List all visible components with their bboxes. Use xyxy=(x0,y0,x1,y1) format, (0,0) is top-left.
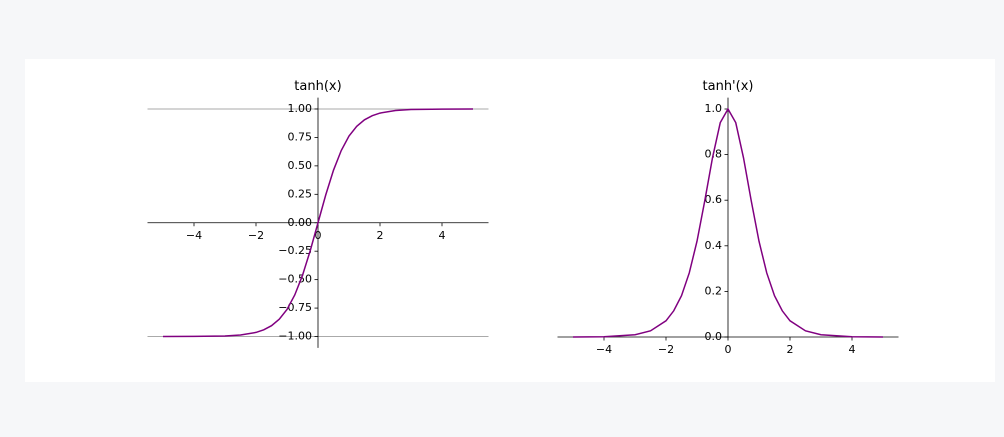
y-tick-label: 1.0 xyxy=(705,102,723,115)
x-tick-label: −2 xyxy=(658,343,674,356)
y-tick-label: 1.00 xyxy=(288,102,313,115)
y-tick-label: −0.25 xyxy=(278,244,312,257)
y-tick-label: 0.6 xyxy=(705,193,723,206)
x-tick-label: 2 xyxy=(377,229,384,242)
y-tick-label: 0.50 xyxy=(288,159,313,172)
x-tick-label: 4 xyxy=(849,343,856,356)
y-tick-label: 0.0 xyxy=(705,330,723,343)
y-tick-label: 0.4 xyxy=(705,239,723,252)
line xyxy=(162,108,474,338)
chart-title: tanh(x) xyxy=(294,79,341,94)
y-tick-label: −0.75 xyxy=(278,301,312,314)
x-tick-label: 0 xyxy=(315,229,322,242)
line xyxy=(572,107,884,338)
y-tick-label: 0.75 xyxy=(288,130,313,143)
panel xyxy=(25,59,995,382)
y-tick-label: 0.25 xyxy=(288,187,313,200)
y-tick-label: −0.50 xyxy=(278,273,312,286)
x-tick-label: −2 xyxy=(248,229,264,242)
x-tick-label: 4 xyxy=(439,229,446,242)
y-tick-label: 0.00 xyxy=(288,216,313,229)
y-tick-label: −1.00 xyxy=(278,330,312,343)
chart-title: tanh'(x) xyxy=(703,79,754,94)
x-tick-label: −4 xyxy=(186,229,202,242)
x-tick-label: −4 xyxy=(596,343,612,356)
x-tick-label: 0 xyxy=(725,343,732,356)
x-tick-label: 2 xyxy=(787,343,794,356)
y-tick-label: 0.2 xyxy=(705,284,723,297)
